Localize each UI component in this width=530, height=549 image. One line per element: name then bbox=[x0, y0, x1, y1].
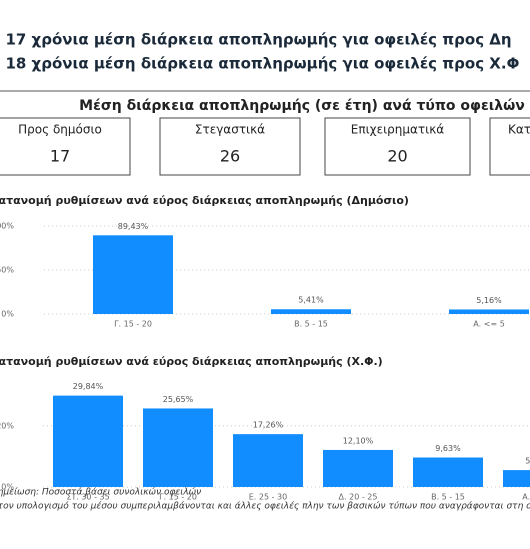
header-line: - 17 χρόνια μέση διάρκεια αποπληρωμής γι… bbox=[0, 31, 512, 49]
kpi-label: Στεγαστικά bbox=[195, 123, 265, 137]
kpi-card bbox=[324, 117, 471, 176]
y-tick-label: 50% bbox=[0, 266, 14, 275]
x-tick-label: Α. <= 5 bbox=[473, 320, 505, 329]
kpi-card bbox=[0, 117, 131, 176]
bar bbox=[449, 309, 529, 314]
y-tick-label: 0% bbox=[1, 310, 14, 319]
header-line: - 18 χρόνια μέση διάρκεια αποπληρωμής γι… bbox=[0, 55, 519, 73]
bar bbox=[413, 457, 483, 487]
x-tick-label: Α. <= 5 bbox=[522, 493, 530, 502]
note: Στον υπολογισμό του μέσου συμπεριλαμβάνο… bbox=[0, 501, 530, 512]
bar bbox=[233, 434, 303, 487]
kpi-label: Κατ bbox=[508, 123, 530, 137]
data-label: 5,41% bbox=[298, 296, 324, 305]
kpi-card bbox=[489, 117, 530, 176]
bar bbox=[503, 470, 530, 487]
data-label: 5,16% bbox=[476, 296, 502, 305]
kpi-label: Επιχειρηματικά bbox=[351, 123, 444, 137]
bar bbox=[53, 395, 123, 487]
cards-title: Μέση διάρκεια αποπληρωμής (σε έτη) ανά τ… bbox=[79, 98, 525, 114]
y-tick-label: 100% bbox=[0, 222, 14, 231]
x-tick-label: Δ. 20 - 25 bbox=[339, 493, 378, 502]
x-tick-label: Γ. 15 - 20 bbox=[159, 493, 197, 502]
x-tick-label: ΣΤ. 30 - 35 bbox=[66, 493, 109, 502]
x-tick-label: Β. 5 - 15 bbox=[431, 493, 465, 502]
data-label: 25,65% bbox=[163, 395, 194, 404]
data-label: 9,63% bbox=[435, 444, 461, 453]
y-tick-label: 0% bbox=[1, 483, 14, 492]
data-label: 17,26% bbox=[253, 421, 284, 430]
data-label: 29,84% bbox=[73, 382, 104, 391]
bar bbox=[143, 408, 213, 487]
bar bbox=[271, 309, 351, 314]
kpi-value: 17 bbox=[50, 147, 70, 166]
y-tick-label: 20% bbox=[0, 421, 14, 430]
note: Σημείωση: Ποσοστά βάσει συνολικών οφειλώ… bbox=[0, 487, 201, 498]
chart-title: Κατανομή ρυθμίσεων ανά εύρος διάρκειας α… bbox=[0, 355, 383, 368]
kpi-label: Προς δημόσιο bbox=[18, 123, 102, 137]
bar bbox=[93, 235, 173, 314]
kpi-value: 20 bbox=[387, 147, 407, 166]
kpi-value: 26 bbox=[220, 147, 240, 166]
bar bbox=[323, 449, 393, 487]
data-label: 12,10% bbox=[343, 436, 374, 445]
x-tick-label: Γ. 15 - 20 bbox=[114, 320, 152, 329]
data-label: 89,43% bbox=[118, 222, 149, 231]
x-tick-label: Β. 5 - 15 bbox=[294, 320, 328, 329]
x-tick-label: Ε. 25 - 30 bbox=[249, 493, 287, 502]
data-label: 5,52% bbox=[525, 457, 530, 466]
kpi-card bbox=[159, 117, 301, 176]
chart-title: Κατανομή ρυθμίσεων ανά εύρος διάρκειας α… bbox=[0, 194, 409, 207]
